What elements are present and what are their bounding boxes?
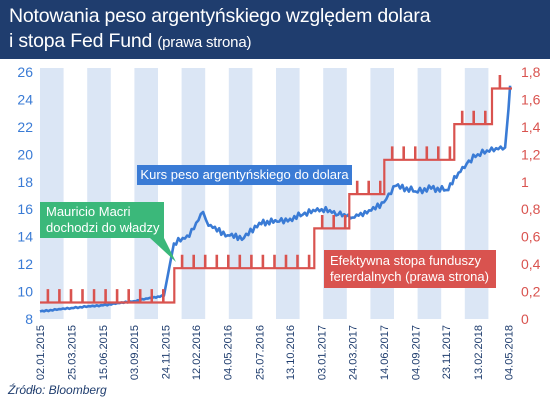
macri-callout: Mauricio Macri dochodzi do władzy xyxy=(40,202,164,238)
peso-callout: Kurs peso argentyńskiego do dolara xyxy=(137,165,352,185)
right-tick-label: 1,6 xyxy=(521,91,541,107)
peso-rate-line xyxy=(39,85,512,313)
x-tick-label: 13.10.2016 xyxy=(285,325,297,380)
left-tick-label: 10 xyxy=(17,284,33,300)
left-tick-label: 8 xyxy=(25,311,33,327)
left-tick-label: 14 xyxy=(17,229,33,245)
fed-funds-series xyxy=(40,74,512,304)
left-tick-label: 16 xyxy=(17,201,33,217)
grid-stripe xyxy=(181,68,206,319)
grid-stripe xyxy=(228,68,253,319)
grid-stripe xyxy=(276,68,300,319)
fed-funds-line xyxy=(40,74,512,304)
source-note: Źródło: Bloomberg xyxy=(8,383,107,397)
x-tick-label: 24.11.2015 xyxy=(160,325,172,379)
right-tick-label: 0,6 xyxy=(521,229,541,245)
grid-stripe xyxy=(40,68,64,319)
x-tick-label: 23.11.2017 xyxy=(441,325,453,379)
x-tick-label: 24.03.2017 xyxy=(347,325,359,380)
left-tick-label: 20 xyxy=(17,146,33,162)
x-tick-label: 13.02.2018 xyxy=(473,325,485,380)
x-tick-label: 03.09.2015 xyxy=(129,325,141,380)
title-banner: Notowania peso argentyńskiego względem d… xyxy=(0,0,550,59)
x-tick-label: 15.06.2015 xyxy=(98,325,110,380)
fed-callout: Efektywna stopa funduszy fererdalnych (p… xyxy=(324,250,496,288)
fed-callout-line1: Efektywna stopa funduszy xyxy=(330,253,482,268)
right-tick-label: 1 xyxy=(521,174,529,190)
macri-callout-line1: Mauricio Macri xyxy=(46,204,131,219)
macri-callout-pointer xyxy=(150,238,176,262)
right-tick-label: 0 xyxy=(521,311,529,327)
x-tick-label: 02.01.2015 xyxy=(35,325,47,380)
left-axis: 8 10 12 14 16 18 20 22 24 26 xyxy=(17,64,33,327)
right-tick-label: 0,8 xyxy=(521,201,541,217)
callout-connectors xyxy=(150,238,176,262)
chart-title-subtitle: (prawa strona) xyxy=(157,34,252,51)
macri-callout-line2: dochodzi do władzy xyxy=(46,220,160,235)
grid-stripe xyxy=(134,68,158,319)
chart-title-line2: i stopa Fed Fund (prawa strona) xyxy=(9,30,251,53)
peso-series xyxy=(39,85,512,313)
grid-stripe xyxy=(87,68,111,319)
chart-title-line2-main: i stopa Fed Fund xyxy=(9,30,153,52)
x-tick-label: 04.05.2018 xyxy=(504,325,516,380)
left-tick-label: 18 xyxy=(17,174,33,190)
right-tick-label: 0,4 xyxy=(521,256,541,272)
left-tick-label: 24 xyxy=(17,91,33,107)
x-tick-label: 04.09.2017 xyxy=(410,325,422,380)
left-tick-label: 22 xyxy=(17,119,33,135)
x-tick-label: 25.03.2015 xyxy=(67,325,79,380)
left-tick-label: 12 xyxy=(17,256,33,272)
right-tick-label: 1,4 xyxy=(521,119,541,135)
x-tick-label: 04.05.2016 xyxy=(223,325,235,380)
left-tick-label: 26 xyxy=(17,64,33,80)
x-tick-label: 25.07.2016 xyxy=(254,325,266,380)
x-tick-label: 12.02.2016 xyxy=(191,325,203,380)
right-tick-label: 1,8 xyxy=(521,64,541,80)
x-tick-label: 03.01.2017 xyxy=(317,325,329,380)
x-tick-label: 14.06.2017 xyxy=(379,325,391,380)
chart-title-line1: Notowania peso argentyńskiego względem d… xyxy=(9,5,431,27)
x-axis: 02.01.2015 25.03.2015 15.06.2015 03.09.2015… xyxy=(35,325,516,380)
peso-callout-text: Kurs peso argentyńskiego do dolara xyxy=(140,167,349,182)
fed-callout-line2: fererdalnych (prawa strona) xyxy=(330,269,489,284)
right-tick-label: 0,2 xyxy=(521,284,541,300)
right-axis: 0 0,2 0,4 0,6 0,8 1 1,2 1,4 1,6 1,8 xyxy=(521,64,541,327)
right-tick-label: 1,2 xyxy=(521,146,541,162)
